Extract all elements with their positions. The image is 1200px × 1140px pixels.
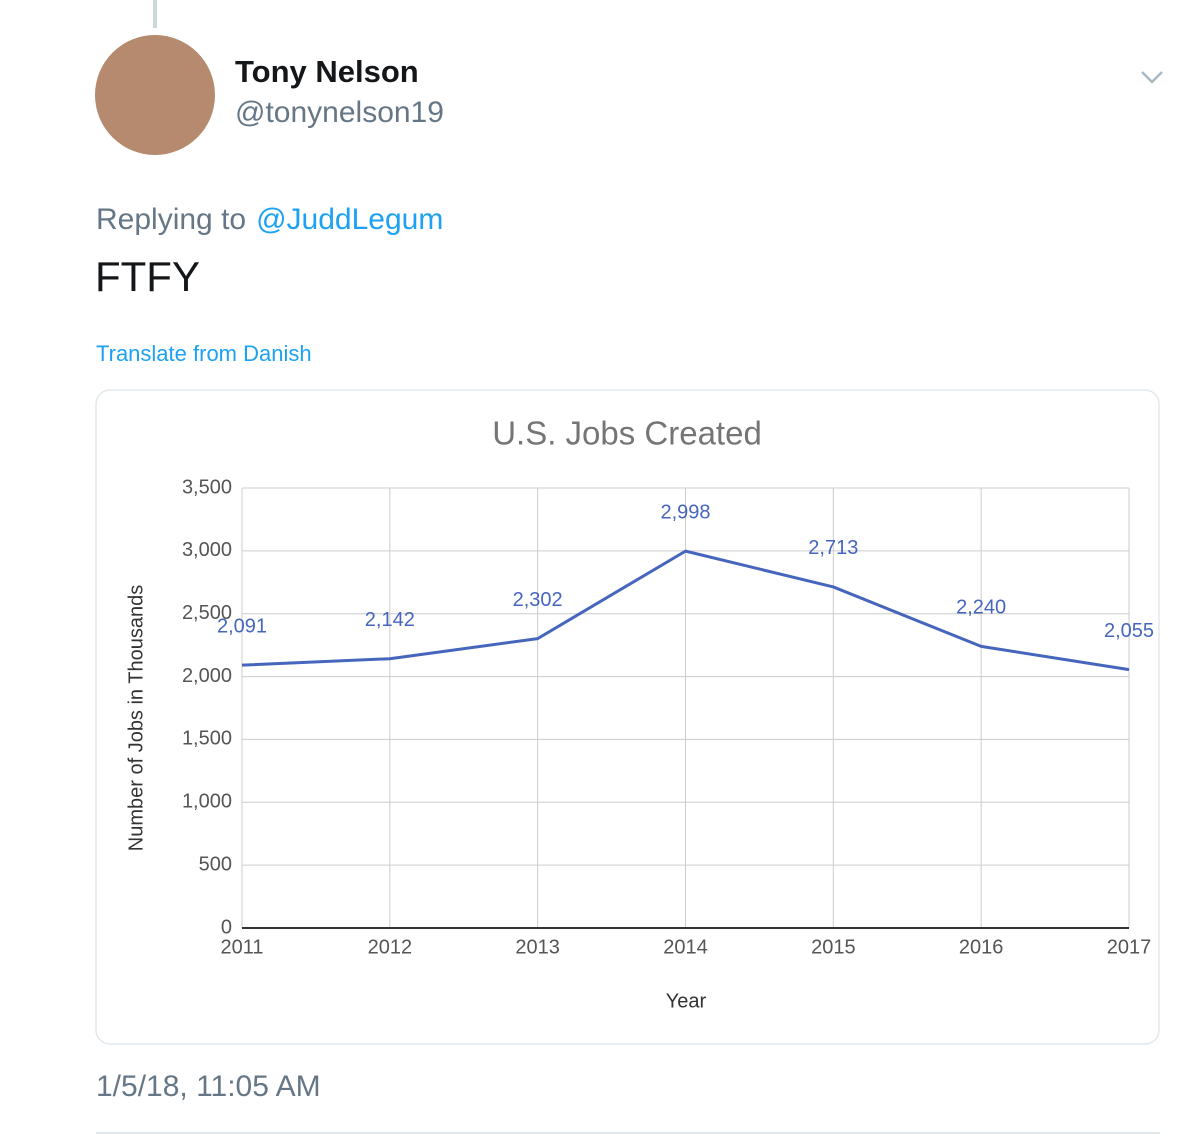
media-card[interactable]	[95, 389, 1160, 1045]
y-tick-label: 1,000	[182, 791, 232, 813]
author-name[interactable]: Tony Nelson	[235, 54, 419, 89]
x-tick-label: 2016	[959, 936, 1004, 958]
reply-to-link[interactable]: @JuddLegum	[256, 203, 443, 236]
y-tick-label: 2,500	[182, 602, 232, 624]
x-tick-label: 2012	[368, 936, 413, 958]
data-label: 2,998	[660, 501, 710, 523]
data-label: 2,142	[365, 609, 415, 631]
chart-title: U.S. Jobs Created	[492, 415, 762, 452]
y-tick-label: 2,000	[182, 665, 232, 687]
x-tick-label: 2015	[811, 936, 856, 958]
author-handle[interactable]: @tonynelson19	[235, 96, 444, 129]
x-tick-label: 2014	[663, 936, 708, 958]
data-label: 2,240	[956, 597, 1006, 619]
menu-chevron[interactable]	[1141, 71, 1163, 84]
y-tick-label: 500	[199, 853, 232, 875]
data-line	[241, 549, 1130, 672]
x-tick-label: 2011	[220, 936, 263, 958]
reply-prefix: Replying to	[96, 203, 246, 236]
y-tick-label: 0	[221, 916, 232, 938]
avatar[interactable]	[95, 35, 215, 155]
y-tick-label: 3,000	[182, 539, 232, 561]
chart: U.S. Jobs Created Year Number of Jobs in…	[125, 415, 1154, 1013]
y-axis-label: Number of Jobs in Thousands	[125, 585, 147, 851]
data-label: 2,055	[1104, 620, 1154, 642]
data-label: 2,091	[217, 615, 267, 637]
timestamp: 1/5/18, 11:05 AM	[96, 1070, 321, 1103]
y-tick-label: 3,500	[182, 476, 232, 498]
data-label: 2,302	[513, 589, 563, 611]
x-axis-label: Year	[666, 990, 707, 1012]
y-tick-label: 1,500	[182, 728, 232, 750]
data-label: 2,713	[808, 537, 858, 559]
x-tick-label: 2013	[515, 936, 560, 958]
translate-link[interactable]: Translate from Danish	[96, 341, 312, 366]
x-tick-label: 2017	[1107, 936, 1152, 958]
tweet-text: FTFY	[95, 253, 200, 300]
